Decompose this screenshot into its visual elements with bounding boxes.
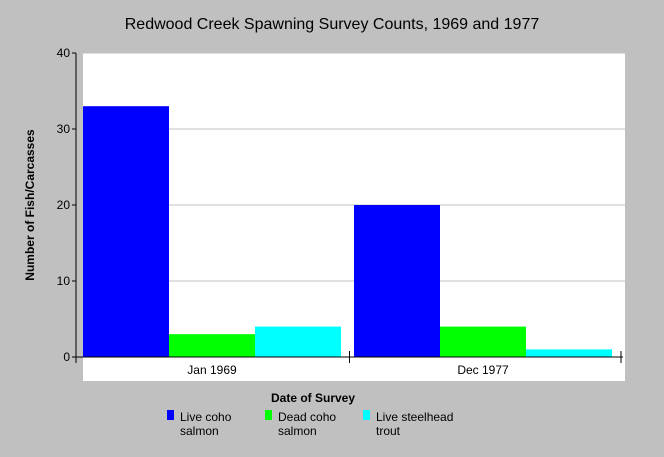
- bars: [83, 106, 612, 357]
- y-tick-label: 20: [57, 198, 71, 212]
- x-tick-label: Jan 1969: [187, 363, 237, 377]
- legend-label: salmon: [180, 424, 219, 438]
- y-tick-label: 30: [57, 122, 71, 136]
- x-axis-title: Date of Survey: [271, 391, 355, 405]
- y-axis-title: Number of Fish/Carcasses: [23, 129, 37, 281]
- bar: [83, 106, 169, 357]
- bar: [526, 349, 612, 357]
- y-tick-label: 40: [57, 46, 71, 60]
- legend-label: trout: [376, 424, 401, 438]
- x-tick-label: Dec 1977: [457, 363, 509, 377]
- bar: [354, 205, 440, 357]
- x-tick-labels: Jan 1969 Dec 1977: [187, 363, 509, 377]
- legend-label: Live coho: [180, 410, 232, 424]
- legend-label: Live steelhead: [376, 410, 453, 424]
- y-tick-labels: 0 10 20 30 40: [57, 46, 71, 364]
- chart-title: Redwood Creek Spawning Survey Counts, 19…: [125, 16, 540, 33]
- axes: [72, 52, 623, 363]
- legend-label: salmon: [278, 424, 317, 438]
- bar: [169, 334, 255, 357]
- legend-swatch: [265, 410, 272, 420]
- legend-swatch: [363, 410, 370, 420]
- bar: [255, 326, 341, 357]
- legend-swatch: [167, 410, 174, 420]
- legend-label: Dead coho: [278, 410, 336, 424]
- y-tick-label: 0: [63, 350, 70, 364]
- y-tick-label: 10: [57, 274, 71, 288]
- bar: [440, 326, 526, 357]
